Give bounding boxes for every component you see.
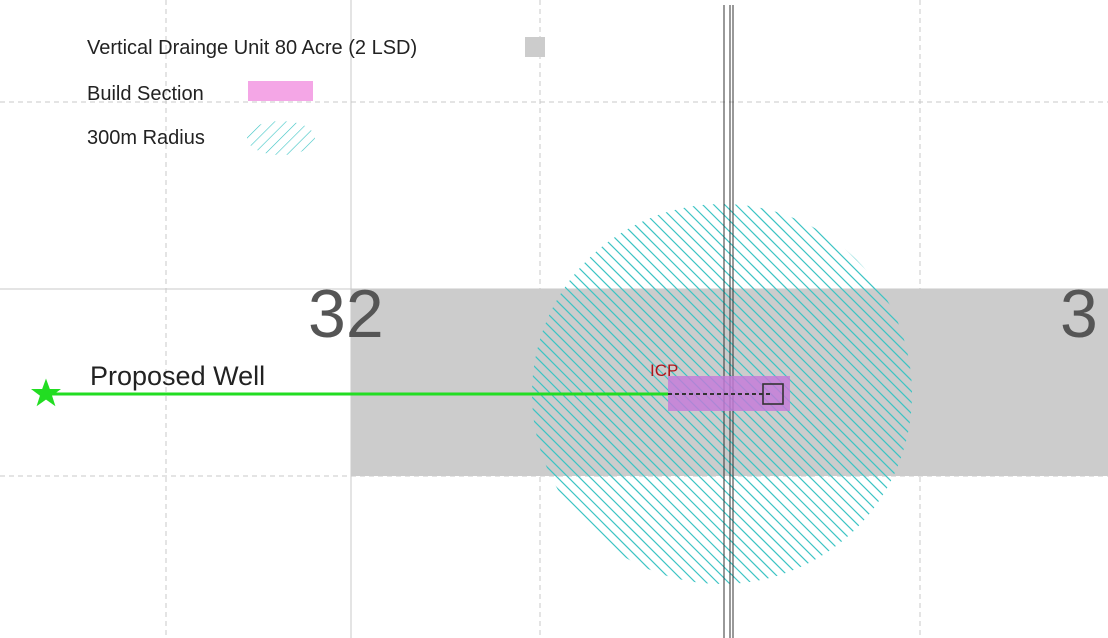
legend-swatch-radius	[247, 121, 315, 155]
section-number-3: 3	[1060, 276, 1098, 352]
radius-hatch-line	[624, 204, 912, 584]
radius-hatch-line	[690, 204, 912, 584]
radius-hatch-line	[532, 204, 654, 584]
icp-label: ICP	[650, 361, 678, 380]
square-marker-icon	[762, 383, 784, 405]
radius-hatch-line	[701, 204, 912, 584]
radius-hatch-line	[657, 204, 912, 584]
radius-hatch-line	[778, 204, 912, 584]
build-section-area	[668, 376, 790, 411]
radius-hatch-line	[734, 204, 912, 584]
legend-label-drainage-unit: Vertical Drainge Unit 80 Acre (2 LSD)	[87, 37, 417, 59]
radius-hatch-line	[532, 204, 676, 584]
legend-swatch-build-section	[248, 81, 313, 101]
radius-hatch-line	[789, 204, 912, 584]
radius-hatch-line	[532, 204, 687, 584]
legend-label-radius: 300m Radius	[87, 127, 205, 149]
radius-hatch-line	[602, 204, 912, 584]
section-number-32: 32	[308, 276, 384, 352]
radius-hatch-line	[613, 204, 912, 584]
radius-hatch-line	[668, 204, 912, 584]
radius-hatch-line	[646, 204, 912, 584]
radius-hatch-line	[723, 204, 912, 584]
legend-swatch-drainage-unit	[525, 37, 545, 57]
radius-hatch-line	[532, 204, 709, 584]
radius-hatch-line	[532, 204, 698, 584]
legend-label-build-section: Build Section	[87, 83, 204, 105]
radius-hatch-line	[756, 204, 912, 584]
road-allowance	[723, 5, 734, 638]
radius-hatch-line	[745, 204, 912, 584]
radius-hatch-line	[679, 204, 912, 584]
legend: Vertical Drainge Unit 80 Acre (2 LSD) Bu…	[87, 37, 545, 155]
star-icon	[31, 378, 61, 407]
radius-hatch-line	[767, 204, 912, 584]
proposed-well-label: Proposed Well	[90, 361, 265, 391]
radius-hatch-line	[635, 204, 912, 584]
radius-hatch-line	[712, 204, 912, 584]
radius-hatch-line	[532, 204, 720, 584]
radius-hatch-line	[532, 204, 665, 584]
